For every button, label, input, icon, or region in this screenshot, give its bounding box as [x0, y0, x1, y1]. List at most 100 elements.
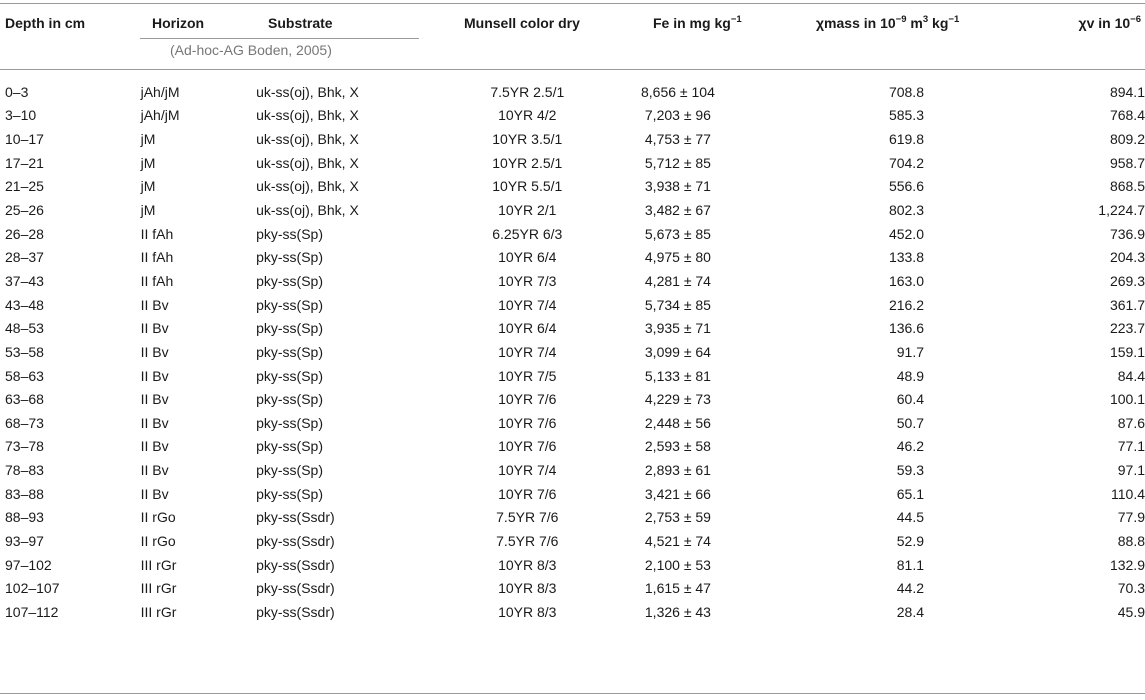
cell-depth: 83–88 [5, 485, 44, 502]
cell-munsell: 10YR 7/5 [498, 367, 557, 384]
cell-depth: 97–102 [5, 556, 52, 573]
top-rule [0, 3, 1145, 4]
cell-fe: 2,893 ± 61 [644, 462, 711, 479]
cell-chiv: 77.9 [1117, 509, 1145, 526]
cell-depth: 0–3 [5, 83, 29, 100]
cell-fe: 4,229 ± 73 [644, 391, 711, 408]
table-row: 93–97 II rGo pky-ss(Ssdr) 7.5YR 7/6 4,521 ± … [0, 529, 1145, 553]
table-row: 0–3 jAh/jM uk-ss(oj), Bhk, X 7.5YR 2.5/1 8,6… [0, 80, 1145, 104]
cell-substrate: pky-ss(Sp) [256, 320, 324, 337]
cell-munsell: 10YR 3.5/1 [492, 131, 563, 148]
table-row: 48–53 II Bv pky-ss(Sp) 10YR 6/4 3,935 ± 71 13… [0, 316, 1145, 340]
cell-substrate: pky-ss(Ssdr) [256, 580, 335, 597]
cell-chimass: 91.7 [896, 343, 924, 360]
table-row: 10–17 jM uk-ss(oj), Bhk, X 10YR 3.5/1 4,753 … [0, 127, 1145, 151]
cell-fe: 3,421 ± 66 [644, 485, 711, 502]
cell-munsell: 10YR 2.5/1 [492, 154, 563, 171]
cell-munsell: 10YR 8/3 [498, 556, 557, 573]
table-row: 17–21 jM uk-ss(oj), Bhk, X 10YR 2.5/1 5,712 … [0, 151, 1145, 175]
header-chimass-text: χmass in 10 [816, 15, 896, 31]
cell-depth: 73–78 [5, 438, 44, 455]
header-chimass-exponent-2: 3 [922, 14, 929, 25]
cell-chiv: 768.4 [1109, 107, 1145, 124]
cell-chimass: 585.3 [888, 107, 924, 124]
cell-fe: 5,734 ± 85 [644, 296, 711, 313]
cell-chiv: 84.4 [1117, 367, 1145, 384]
cell-horizon: II Bv [140, 367, 169, 384]
cell-depth: 93–97 [5, 532, 44, 549]
cell-fe: 4,521 ± 74 [644, 532, 711, 549]
cell-chimass: 44.5 [896, 509, 924, 526]
cell-chiv: 77.1 [1117, 438, 1145, 455]
cell-substrate: pky-ss(Ssdr) [256, 532, 335, 549]
cell-depth: 63–68 [5, 391, 44, 408]
cell-horizon: II fAh [140, 249, 174, 266]
cell-depth: 17–21 [5, 154, 44, 171]
cell-fe: 3,482 ± 67 [644, 202, 711, 219]
cell-chimass: 46.2 [896, 438, 924, 455]
cell-horizon: III rGr [140, 603, 177, 620]
header-chimass: χmass in 10−9 m3 kg−1 [816, 15, 959, 31]
table-row: 73–78 II Bv pky-ss(Sp) 10YR 7/6 2,593 ± 58 46… [0, 435, 1145, 459]
cell-depth: 53–58 [5, 343, 44, 360]
cell-munsell: 7.5YR 7/6 [496, 509, 559, 526]
cell-fe: 4,975 ± 80 [644, 249, 711, 266]
table-row: 102–107 III rGr pky-ss(Ssdr) 10YR 8/3 1,615 … [0, 576, 1145, 600]
cell-horizon: II Bv [140, 343, 169, 360]
table-row: 53–58 II Bv pky-ss(Sp) 10YR 7/4 3,099 ± 64 91… [0, 340, 1145, 364]
cell-depth: 68–73 [5, 414, 44, 431]
cell-depth: 58–63 [5, 367, 44, 384]
table-row: 28–37 II fAh pky-ss(Sp) 10YR 6/4 4,975 ± 80 1… [0, 245, 1145, 269]
cell-chiv: 361.7 [1109, 296, 1145, 313]
cell-substrate: pky-ss(Sp) [256, 485, 324, 502]
table-row: 88–93 II rGo pky-ss(Ssdr) 7.5YR 7/6 2,753 ± … [0, 506, 1145, 530]
cell-munsell: 10YR 7/4 [498, 296, 557, 313]
cell-depth: 37–43 [5, 272, 44, 289]
cell-chimass: 28.4 [896, 603, 924, 620]
cell-munsell: 10YR 7/6 [498, 485, 557, 502]
cell-chimass: 704.2 [888, 154, 924, 171]
cell-substrate: pky-ss(Ssdr) [256, 509, 335, 526]
cell-horizon: II Bv [140, 462, 169, 479]
header-munsell: Munsell color dry [464, 15, 580, 31]
header-chimass-unit-kg: kg [928, 15, 949, 31]
cell-horizon: II Bv [140, 296, 169, 313]
table-row: 21–25 jM uk-ss(oj), Bhk, X 10YR 5.5/1 3,938 … [0, 175, 1145, 199]
cell-chiv: 97.1 [1117, 462, 1145, 479]
cell-horizon: jM [140, 202, 156, 219]
cell-munsell: 10YR 2/1 [498, 202, 557, 219]
cell-chiv: 894.1 [1109, 83, 1145, 100]
cell-fe: 5,673 ± 85 [644, 225, 711, 242]
cell-horizon: III rGr [140, 556, 177, 573]
cell-chiv: 1,224.7 [1098, 202, 1145, 219]
cell-chimass: 65.1 [896, 485, 924, 502]
table-row: 63–68 II Bv pky-ss(Sp) 10YR 7/6 4,229 ± 73 60… [0, 387, 1145, 411]
cell-substrate: uk-ss(oj), Bhk, X [256, 154, 359, 171]
cell-chiv: 809.2 [1109, 131, 1145, 148]
cell-chimass: 708.8 [888, 83, 924, 100]
cell-fe: 4,753 ± 77 [644, 131, 711, 148]
cell-munsell: 10YR 6/4 [498, 249, 557, 266]
cell-chiv: 45.9 [1117, 603, 1145, 620]
cell-horizon: II fAh [140, 225, 174, 242]
cell-munsell: 10YR 6/4 [498, 320, 557, 337]
cell-substrate: uk-ss(oj), Bhk, X [256, 83, 359, 100]
cell-munsell: 10YR 4/2 [498, 107, 557, 124]
cell-chiv: 868.5 [1109, 178, 1145, 195]
cell-depth: 3–10 [5, 107, 37, 124]
cell-depth: 48–53 [5, 320, 44, 337]
cell-substrate: pky-ss(Sp) [256, 438, 324, 455]
cell-depth: 28–37 [5, 249, 44, 266]
cell-chiv: 132.9 [1109, 556, 1145, 573]
cell-substrate: pky-ss(Ssdr) [256, 603, 335, 620]
cell-chimass: 60.4 [896, 391, 924, 408]
table-row: 68–73 II Bv pky-ss(Sp) 10YR 7/6 2,448 ± 56 50… [0, 411, 1145, 435]
cell-horizon: III rGr [140, 580, 177, 597]
header-chimass-exponent-1: −9 [895, 14, 907, 25]
cell-munsell: 10YR 5.5/1 [492, 178, 563, 195]
header-fe-text: Fe in mg kg [653, 15, 731, 31]
cell-munsell: 7.5YR 2.5/1 [490, 83, 565, 100]
cell-chiv: 87.6 [1117, 414, 1145, 431]
cell-chimass: 50.7 [896, 414, 924, 431]
cell-horizon: jM [140, 131, 156, 148]
